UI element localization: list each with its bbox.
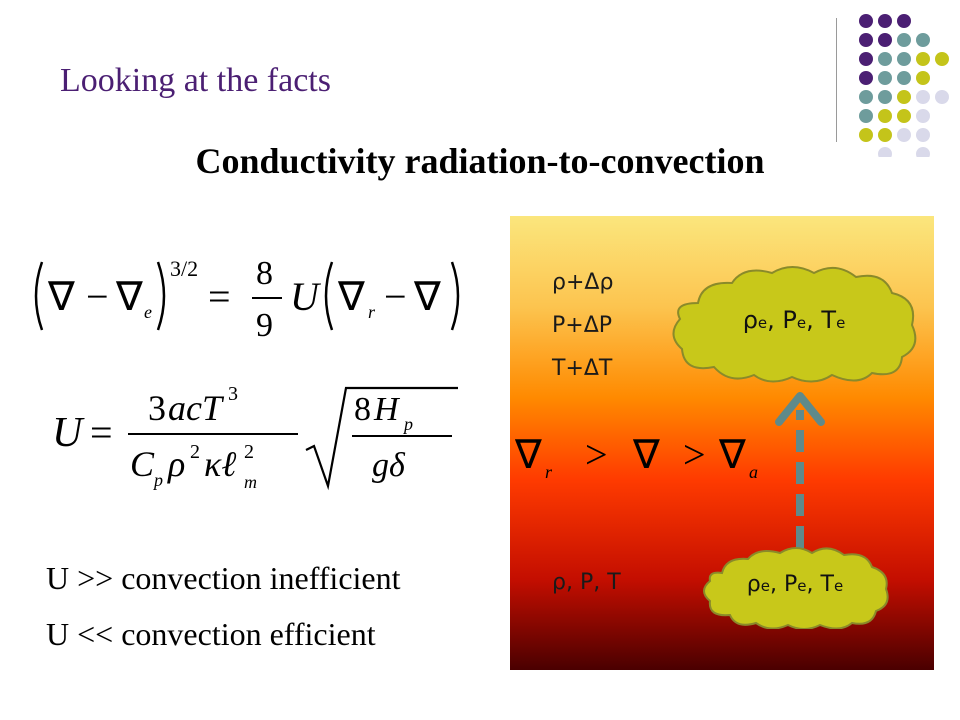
svg-text:∇: ∇	[115, 274, 143, 319]
svg-text:3: 3	[228, 383, 238, 405]
label-temperature-perturbed: T+ΔT	[552, 356, 613, 381]
dot-row-6	[859, 109, 930, 123]
cloud-top-sep-1: ,	[767, 306, 783, 334]
svg-text:C: C	[130, 444, 155, 484]
cloud-bottom-rho: ρ	[746, 572, 761, 597]
svg-text:∇: ∇	[718, 432, 746, 477]
svg-text:U: U	[52, 410, 85, 456]
svg-text:gδ: gδ	[372, 447, 406, 484]
statement-inefficient: U >> convection inefficient	[46, 560, 401, 596]
svg-text:r: r	[368, 302, 376, 322]
equation-gradient-inequality: ∇ r > ∇ > ∇ a	[515, 432, 758, 482]
svg-text:m: m	[244, 472, 257, 492]
label-rho-p-t: ρ, P, T	[552, 570, 621, 595]
dot-row-7	[859, 128, 930, 142]
decor-dot-grid	[859, 14, 949, 157]
svg-text:∇: ∇	[515, 432, 542, 477]
svg-text:>: >	[585, 432, 608, 477]
dot-row-4	[859, 71, 930, 85]
dot-row-2	[859, 33, 930, 47]
dot-row-1	[859, 14, 911, 28]
svg-text:8: 8	[256, 255, 273, 292]
slide-title: Conductivity radiation-to-convection	[195, 141, 765, 181]
svg-text:p: p	[152, 470, 163, 490]
decor-divider-line	[836, 18, 837, 142]
svg-text:=: =	[208, 274, 231, 319]
svg-text:∇: ∇	[413, 274, 441, 319]
svg-text:acT: acT	[168, 388, 225, 428]
cloud-top-t-sub: e	[836, 314, 846, 332]
cloud-shape-bottom	[703, 547, 889, 629]
svg-text:3: 3	[148, 388, 166, 428]
cloud-top-sep-2: ,	[806, 306, 822, 334]
svg-text:2: 2	[244, 441, 254, 463]
svg-text:2: 2	[190, 441, 200, 463]
svg-text:a: a	[749, 462, 758, 482]
upward-arrow-icon	[775, 392, 825, 548]
svg-text:>: >	[683, 432, 706, 477]
cloud-top-p-sub: e	[796, 314, 807, 332]
equation-gradient-difference: ∇ − ∇ e 3/2 = 8 9 U ∇ r − ∇	[34, 255, 460, 344]
svg-text:U: U	[290, 274, 322, 319]
slide-subtitle: Looking at the facts	[60, 62, 331, 99]
cloud-shape-top	[672, 266, 917, 383]
svg-text:8: 8	[354, 391, 371, 428]
equation-u-definition: U = 3 acT 3 C p ρ 2 κℓ 2 m 8 H p gδ	[52, 383, 458, 492]
dot-row-5	[859, 90, 949, 104]
svg-text:ρ: ρ	[167, 444, 185, 484]
cloud-bottom-sep-2: ,	[806, 572, 821, 597]
svg-text:=: =	[90, 410, 113, 455]
label-pressure-perturbed: P+ΔP	[552, 313, 613, 338]
svg-text:−: −	[384, 274, 407, 319]
cloud-bottom-rho-sub: e	[760, 577, 770, 595]
svg-text:r: r	[545, 462, 553, 482]
cloud-top-p: P	[782, 306, 797, 334]
cloud-top-rho-sub: e	[757, 314, 768, 332]
svg-text:9: 9	[256, 307, 273, 344]
cloud-bottom-sep-1: ,	[770, 572, 784, 597]
svg-text:3/2: 3/2	[170, 256, 198, 281]
svg-text:∇: ∇	[632, 432, 660, 477]
svg-text:−: −	[86, 274, 109, 319]
svg-text:H: H	[373, 391, 401, 428]
cloud-bottom-t-sub: e	[833, 577, 844, 595]
statement-efficient: U << convection efficient	[46, 616, 376, 652]
cloud-bottom-p-sub: e	[797, 577, 807, 595]
dot-row-3	[859, 52, 949, 66]
svg-text:∇: ∇	[47, 274, 75, 319]
label-rho-perturbed: ρ+Δρ	[552, 270, 614, 295]
cloud-bottom-t: T	[820, 572, 834, 597]
svg-text:∇: ∇	[337, 274, 365, 319]
cloud-top-t: T	[821, 306, 837, 334]
svg-text:p: p	[402, 414, 413, 434]
cloud-top-rho: ρ	[742, 306, 758, 334]
svg-text:κℓ: κℓ	[204, 444, 236, 484]
cloud-bottom-p: P	[784, 572, 798, 597]
dot-row-8	[878, 147, 930, 157]
svg-text:e: e	[144, 302, 152, 322]
